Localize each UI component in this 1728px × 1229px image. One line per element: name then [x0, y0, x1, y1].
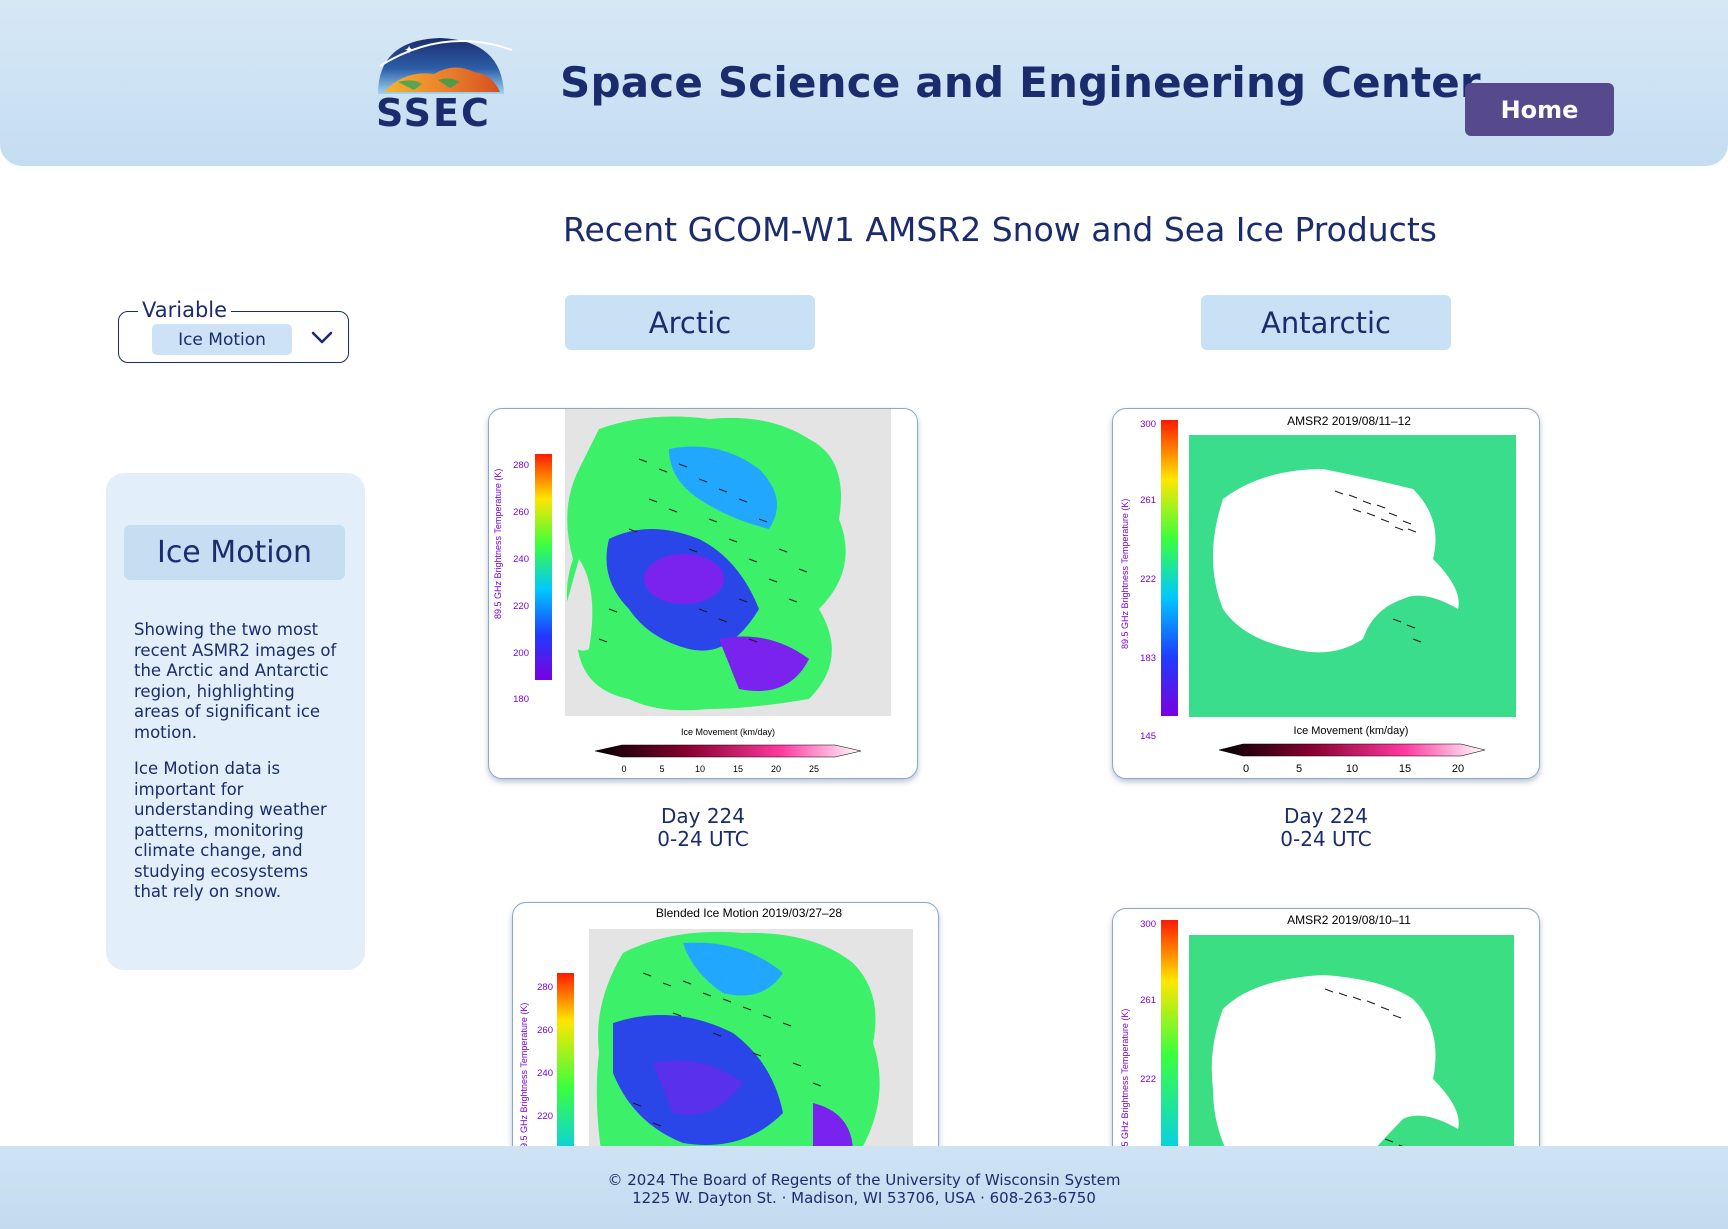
motion-tick: 5 — [659, 764, 664, 774]
colorbar-label: 89.5 GHz Brightness Temperature (K) — [1120, 499, 1130, 649]
image-title: Blended Ice Motion 2019/03/27–28 — [656, 906, 842, 920]
region-tab-arctic[interactable]: Arctic — [565, 295, 815, 350]
footer-address: 1225 W. Dayton St. · Madison, WI 53706, … — [632, 1189, 1096, 1207]
antarctic-caption-time: 0-24 UTC — [1280, 827, 1372, 851]
info-panel-description: Showing the two most recent ASMR2 images… — [134, 620, 337, 742]
motion-tick: 10 — [695, 764, 705, 774]
footer-copyright: © 2024 The Board of Regents of the Unive… — [607, 1171, 1121, 1189]
info-panel-importance: Ice Motion data is important for underst… — [134, 759, 327, 901]
variable-select-value[interactable]: Ice Motion — [152, 324, 292, 355]
arctic-caption-day: Day 224 — [660, 804, 746, 828]
arctic-image-previous[interactable]: Blended Ice Motion 2019/03/27–28 89.5 GH… — [512, 902, 939, 1162]
page-title: Recent GCOM-W1 AMSR2 Snow and Sea Ice Pr… — [563, 210, 1437, 249]
colorbar-tick: 180 — [513, 694, 529, 705]
colorbar — [1161, 420, 1178, 716]
colorbar-tick: 183 — [1140, 653, 1156, 664]
motion-tick: 15 — [733, 764, 743, 774]
colorbar-tick: 240 — [513, 554, 529, 565]
motion-tick: 0 — [621, 764, 626, 774]
antarctic-image-previous[interactable]: AMSR2 2019/08/10–11 89.5 GHz Brightness … — [1112, 908, 1540, 1162]
colorbar — [557, 973, 574, 1161]
motion-tick: 5 — [1296, 763, 1302, 775]
image-title: AMSR2 2019/08/11–12 — [1287, 414, 1411, 428]
colorbar-tick: 280 — [513, 460, 529, 471]
colorbar-tick: 260 — [537, 1025, 553, 1036]
colorbar-tick: 222 — [1140, 1074, 1156, 1085]
colorbar-tick: 240 — [537, 1068, 553, 1079]
arctic-image-latest[interactable]: 89.5 GHz Brightness Temperature (K) 280 … — [488, 408, 918, 779]
region-tab-antarctic[interactable]: Antarctic — [1201, 295, 1451, 350]
ssec-logo[interactable]: ✦ SSEC — [374, 32, 514, 132]
site-footer — [0, 1146, 1728, 1229]
motion-tick: 10 — [1346, 763, 1358, 775]
antarctic-caption-day: Day 224 — [1283, 804, 1369, 828]
antarctic-image-latest[interactable]: AMSR2 2019/08/11–12 89.5 GHz Brightness … — [1112, 408, 1540, 779]
colorbar-tick: 145 — [1140, 731, 1156, 742]
colorbar-label: 89.5 GHz Brightness Temperature (K) — [519, 1003, 529, 1153]
variable-select-legend: Variable — [138, 298, 232, 322]
colorbar-label: 89.5 GHz Brightness Temperature (K) — [493, 469, 503, 619]
motion-tick: 20 — [1452, 763, 1464, 775]
motion-tick: 20 — [771, 764, 781, 774]
site-title: Space Science and Engineering Center — [560, 58, 1481, 107]
colorbar — [1161, 920, 1178, 1161]
svg-text:✦: ✦ — [404, 43, 414, 57]
colorbar-tick: 220 — [513, 601, 529, 612]
colorbar-tick: 300 — [1140, 919, 1156, 930]
info-panel-title: Ice Motion — [124, 525, 345, 580]
colorbar-tick: 200 — [513, 648, 529, 659]
motion-scale-label: Ice Movement (km/day) — [681, 727, 775, 737]
site-header: ✦ SSEC Space Science and Engineering Cen… — [0, 0, 1728, 166]
colorbar-tick: 300 — [1140, 419, 1156, 430]
chevron-down-icon[interactable] — [309, 325, 335, 351]
variable-select[interactable] — [118, 311, 349, 363]
image-title: AMSR2 2019/08/10–11 — [1287, 913, 1411, 927]
colorbar-tick: 222 — [1140, 574, 1156, 585]
antarctic-caption: Day 224 0-24 UTC — [1176, 805, 1476, 851]
colorbar-tick: 261 — [1140, 995, 1156, 1006]
colorbar-label: 89.5 GHz Brightness Temperature (K) — [1120, 1009, 1130, 1159]
colorbar-tick: 280 — [537, 982, 553, 993]
arctic-caption: Day 224 0-24 UTC — [553, 805, 853, 851]
colorbar-tick: 260 — [513, 507, 529, 518]
home-button[interactable]: Home — [1465, 83, 1614, 136]
arctic-caption-time: 0-24 UTC — [657, 827, 749, 851]
motion-tick: 15 — [1399, 763, 1411, 775]
motion-tick: 0 — [1243, 763, 1249, 775]
motion-scale-label: Ice Movement (km/day) — [1294, 725, 1409, 737]
colorbar — [535, 454, 552, 680]
colorbar-tick: 220 — [537, 1111, 553, 1122]
colorbar-tick: 261 — [1140, 495, 1156, 506]
logo-text: SSEC — [376, 91, 491, 132]
motion-tick: 25 — [809, 764, 819, 774]
